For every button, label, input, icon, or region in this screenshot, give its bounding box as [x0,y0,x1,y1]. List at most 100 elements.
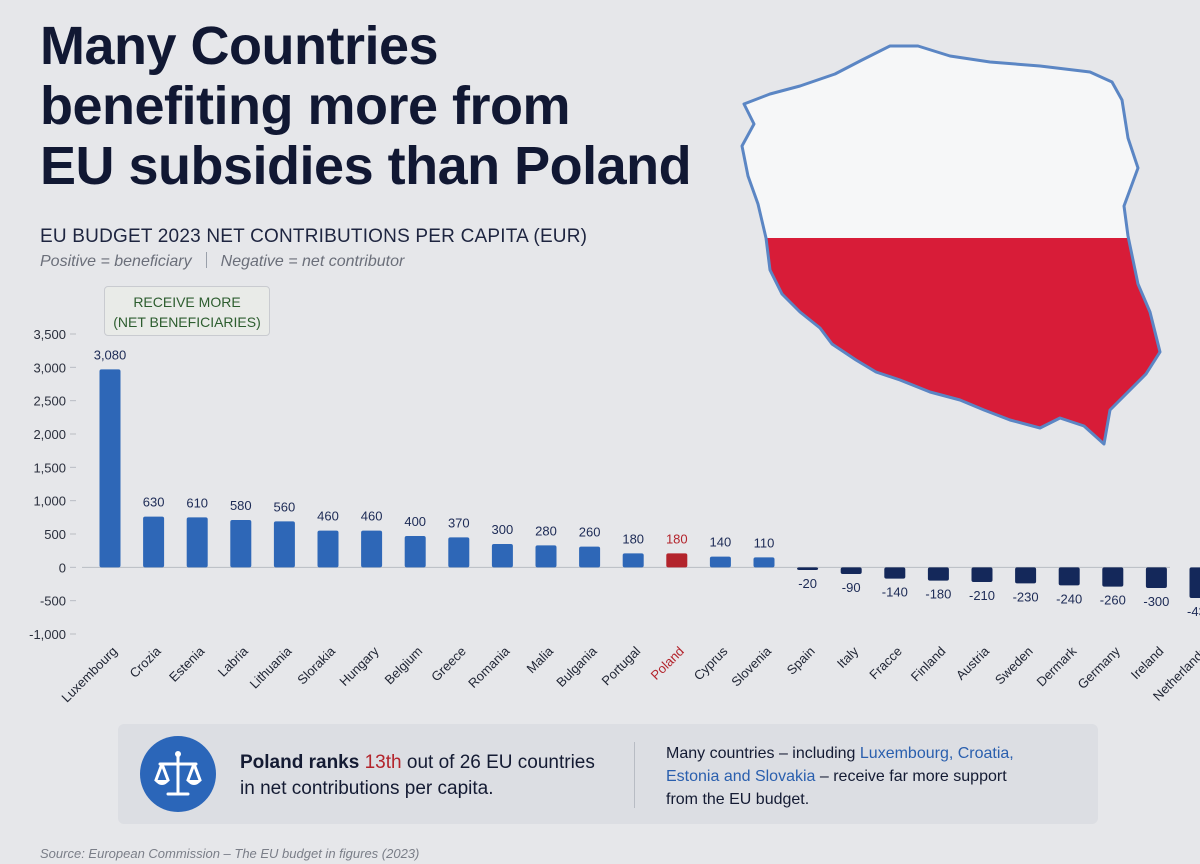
bar-sweden [1015,567,1037,584]
title-line-1: Many Countries [40,16,439,76]
bar-spain [797,567,819,570]
title-line-2: benefiting more from [40,76,571,136]
rank-line-2: in net contributions per capita. [240,778,494,799]
x-tick-label: Slorakia [294,643,338,687]
x-tick-label: Portugal [598,643,643,688]
x-tick-label: Lithuania [247,643,295,691]
x-tick-label: Germany [1075,643,1124,692]
value-label: 260 [579,525,601,540]
bar-luxembourg [99,369,121,568]
x-tick-label: Slovenia [728,643,774,689]
source-note: Source: European Commission – The EU bud… [40,846,420,861]
x-tick-label: Labria [215,643,252,680]
x-tick-label: Belgium [382,644,426,688]
beneficiaries-statement: Many countries – including Luxembourg, C… [666,742,1076,811]
bar-labria [230,520,252,568]
x-tick-label: Romania [465,643,513,691]
value-label: 140 [710,535,732,550]
value-label: 110 [754,535,775,550]
x-tick-label: Bulgania [553,643,600,690]
bar-finland [927,567,949,581]
y-tick-label: 0 [59,560,66,575]
value-label: -240 [1056,591,1082,606]
callout-line-2: (NET BENEFICIARIES) [113,314,261,330]
value-label: -210 [969,588,995,603]
x-tick-label: Luxembourg [58,644,120,706]
bar-slovenia [753,557,775,568]
note-negative: Negative = net contributor [220,253,405,270]
y-tick-label: 3,500 [33,327,66,342]
net-contributions-bar-chart: -1,000 -500 0 500 1,000 1,500 2,000 2,500 3,000 3… [29,327,1200,705]
y-tick-label: 500 [44,527,66,542]
info-divider [634,742,635,808]
value-label: -140 [882,585,908,600]
y-tick-label: 1,500 [33,460,66,475]
icon-badge [140,736,216,812]
value-label: -260 [1100,593,1126,608]
bar-hungary [361,530,383,568]
bar-germany [1102,567,1124,587]
y-tick-label: 2,500 [33,394,66,409]
value-label: -300 [1143,594,1169,609]
value-label: -180 [925,587,951,602]
value-label: 630 [143,495,165,510]
bar-dermark [1058,567,1080,586]
y-tick-label: 2,000 [33,427,66,442]
value-label: 460 [317,509,339,524]
beneficiaries-callout: RECEIVE MORE (NET BENEFICIARIES) [104,286,270,336]
right-highlight-1: Luxembourg, Croatia, [859,745,1014,762]
rank-statement: Poland ranks 13th out of 26 EU countries… [240,750,640,802]
x-tick-label: Finland [908,644,949,685]
rank-value: 13th [364,752,402,773]
title-line-3: EU subsidies than Poland [40,136,692,196]
scales-icon [154,751,202,796]
x-tick-label: Cyprus [691,643,731,683]
value-label: 180 [666,531,688,546]
x-tick-label: Austria [953,643,993,683]
value-label: 610 [186,495,208,510]
bar-greece [448,537,470,568]
x-tick-label: Dermark [1033,643,1079,689]
callout-line-1: RECEIVE MORE [133,294,241,310]
bars [99,369,1200,598]
bar-portugal [622,553,644,568]
y-tick-label: -1,000 [29,627,66,642]
x-tick-label: Hungary [336,643,382,689]
bar-lithuania [273,521,295,568]
right-highlight-2: Estonia and Slovakia [666,768,816,785]
x-tick-label: Italy [834,643,862,671]
rank-prefix: Poland ranks [240,752,365,773]
value-label: 3,080 [94,347,127,362]
value-label: 460 [361,509,383,524]
value-label: -430 [1187,604,1200,619]
value-label: 560 [274,499,296,514]
bar-romania [491,544,513,568]
bar-italy [840,567,862,574]
value-label: 400 [404,514,426,529]
right-text-2: – receive far more support [815,768,1007,785]
value-label: 180 [622,531,644,546]
value-label: 370 [448,515,470,530]
x-tick-label: Crozia [127,643,165,681]
chart-subtitle: EU BUDGET 2023 NET CONTRIBUTIONS PER CAP… [40,226,588,247]
bar-bulgania [579,546,601,568]
rank-suffix: out of 26 EU countries [401,752,595,773]
note-positive: Positive = beneficiary [40,253,192,270]
bar-crozia [143,516,165,568]
x-tick-label: Spain [784,644,818,678]
bar-slorakia [317,530,339,568]
info-card: Poland ranks 13th out of 26 EU countries… [118,724,1098,824]
x-tick-label: Fracce [866,644,905,683]
x-tick-label: Greece [428,644,469,685]
bar-netherlands [1189,567,1200,598]
bar-belgium [404,536,426,568]
y-axis: -1,000 -500 0 500 1,000 1,500 2,000 2,500 3,000 3… [29,327,76,642]
bar-cyprus [709,556,731,568]
value-label: -230 [1013,589,1039,604]
x-tick-label: Malia [524,643,557,676]
value-label: -20 [798,576,817,591]
value-label: 300 [492,522,514,537]
value-labels: 3,080 630 610 580 560 460 460 400 370 300 280 260 18… [94,347,1200,619]
